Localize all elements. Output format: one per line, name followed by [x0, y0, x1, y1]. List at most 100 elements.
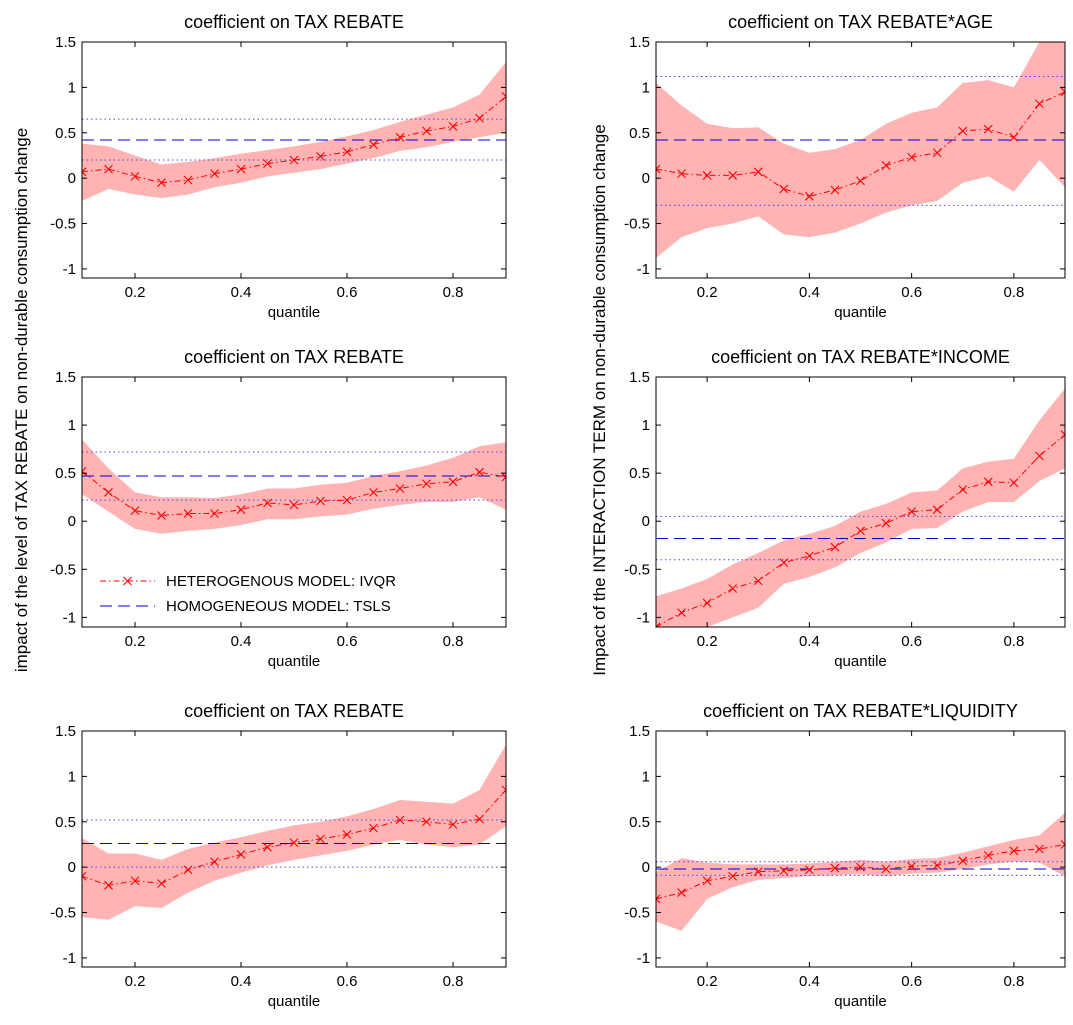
ytick-label: 1: [642, 79, 650, 96]
panel-3: -1 -0.5 0 0.5 1 1.5 0.2 0.4 0.6 0.8 coefficient on…: [50, 347, 507, 670]
xtick-label: 0.8: [1003, 633, 1024, 650]
ytick-label: 1.5: [55, 34, 76, 51]
ivqr-point: [263, 842, 272, 852]
xtick-label: 0.4: [799, 284, 820, 301]
plot-area: [656, 388, 1065, 627]
ivqr-point: [104, 487, 113, 497]
xtick-label: 0.6: [901, 973, 922, 990]
xtick-label: 0.6: [337, 973, 358, 990]
ivqr-point: [983, 850, 993, 860]
xtick-label: 0.2: [697, 633, 718, 650]
legend: HETEROGENOUS MODEL: IVQR HOMOGENEOUS MODE…: [100, 573, 396, 615]
ivqr-point: [677, 608, 686, 617]
ivqr-point: [656, 894, 661, 904]
xtick-label: 0.2: [125, 973, 146, 990]
ytick-label: -0.5: [50, 561, 76, 578]
ivqr-point: [183, 865, 193, 875]
panel-title: coefficient on TAX REBATE*AGE: [728, 12, 993, 32]
ivqr-point: [236, 164, 246, 174]
ytick-label: 0.5: [55, 125, 76, 142]
ivqr-point: [1035, 451, 1044, 461]
panel-4: -1 -0.5 0 0.5 1 1.5 0.2 0.4 0.6 0.8 coefficient on…: [624, 347, 1066, 670]
ivqr-point: [881, 161, 891, 170]
ivqr-point: [183, 175, 193, 185]
axes-box: [81, 376, 507, 628]
ivqr-point: [856, 526, 865, 536]
ivqr-point: [289, 500, 299, 510]
xtick-label: 0.2: [697, 973, 718, 990]
ivqr-point: [702, 876, 712, 886]
ytick-label: 1: [68, 768, 76, 785]
ivqr-point: [656, 622, 661, 627]
panel-title: coefficient on TAX REBATE*LIQUIDITY: [703, 701, 1018, 721]
xtick-label: 0.6: [901, 284, 922, 301]
ivqr-point: [157, 511, 166, 520]
ivqr-point: [448, 122, 458, 131]
plot-area: [82, 439, 506, 534]
axes-box: [81, 41, 507, 279]
x-axis-label: quantile: [834, 993, 887, 1010]
panel-2: -1 -0.5 0 0.5 1 1.5 0.2 0.4 0.6 0.8 coefficient on…: [624, 12, 1066, 321]
ivqr-point: [501, 472, 506, 482]
ivqr-confidence-band: [656, 42, 1065, 259]
ivqr-point: [907, 861, 917, 871]
axes-box: [655, 730, 1066, 968]
ivqr-point: [702, 171, 712, 180]
ivqr-point: [830, 542, 840, 552]
xtick-label: 0.8: [443, 633, 464, 650]
ivqr-point: [1009, 846, 1019, 856]
ivqr-point: [369, 823, 378, 833]
ivqr-point: [130, 876, 140, 886]
ivqr-point: [958, 485, 968, 494]
ivqr-point: [448, 477, 458, 487]
ivqr-point: [753, 576, 763, 586]
ivqr-point: [289, 155, 299, 165]
ivqr-point: [677, 888, 686, 897]
ivqr-point: [932, 148, 942, 158]
ivqr-point: [236, 505, 246, 515]
ivqr-point: [157, 879, 166, 888]
ytick-label: -0.5: [624, 561, 650, 578]
plot-area: [656, 42, 1065, 259]
chart-panels: -1 -0.5 0 0.5 1 1.5 0.2 0.4 0.6 0.8 coefficient on…: [50, 12, 1066, 1010]
ivqr-point: [395, 484, 405, 493]
ytick-label: 1: [68, 79, 76, 96]
ivqr-point: [881, 864, 891, 874]
legend-tsls-label: HOMOGENEOUS MODEL: TSLS: [166, 598, 391, 615]
ivqr-point: [130, 506, 140, 516]
ytick-label: 1.5: [55, 369, 76, 386]
ivqr-point: [104, 164, 113, 174]
plot-area: [656, 812, 1065, 931]
ivqr-point: [501, 92, 506, 101]
ytick-label: -1: [637, 261, 650, 278]
ivqr-point: [369, 487, 378, 497]
ivqr-point: [779, 184, 789, 194]
xtick-label: 0.4: [799, 973, 820, 990]
ivqr-point: [753, 167, 763, 177]
ivqr-point: [369, 140, 378, 149]
ylabel-left: impact of the level of TAX REBATE on non…: [12, 128, 31, 672]
ivqr-point: [475, 113, 484, 123]
ivqr-point: [779, 558, 789, 567]
ytick-label: 1.5: [629, 34, 650, 51]
ivqr-point: [932, 860, 942, 870]
ivqr-point: [983, 124, 993, 134]
ivqr-confidence-band: [82, 61, 506, 201]
ivqr-point: [475, 814, 484, 824]
ivqr-point: [932, 505, 942, 515]
ivqr-point: [501, 785, 506, 795]
ivqr-point: [316, 834, 325, 844]
ivqr-point: [1009, 132, 1019, 142]
ivqr-point: [130, 171, 140, 181]
x-axis-label: quantile: [834, 304, 887, 321]
ivqr-confidence-band: [656, 812, 1065, 931]
ivqr-point: [342, 147, 352, 157]
ivqr-point: [753, 867, 763, 877]
xtick-label: 0.8: [1003, 284, 1024, 301]
ivqr-line: [656, 91, 1065, 197]
panel-title: coefficient on TAX REBATE: [184, 12, 404, 32]
xtick-label: 0.2: [125, 284, 146, 301]
ivqr-point: [263, 498, 272, 508]
ivqr-point: [157, 178, 166, 188]
x-axis-label: quantile: [834, 653, 887, 670]
